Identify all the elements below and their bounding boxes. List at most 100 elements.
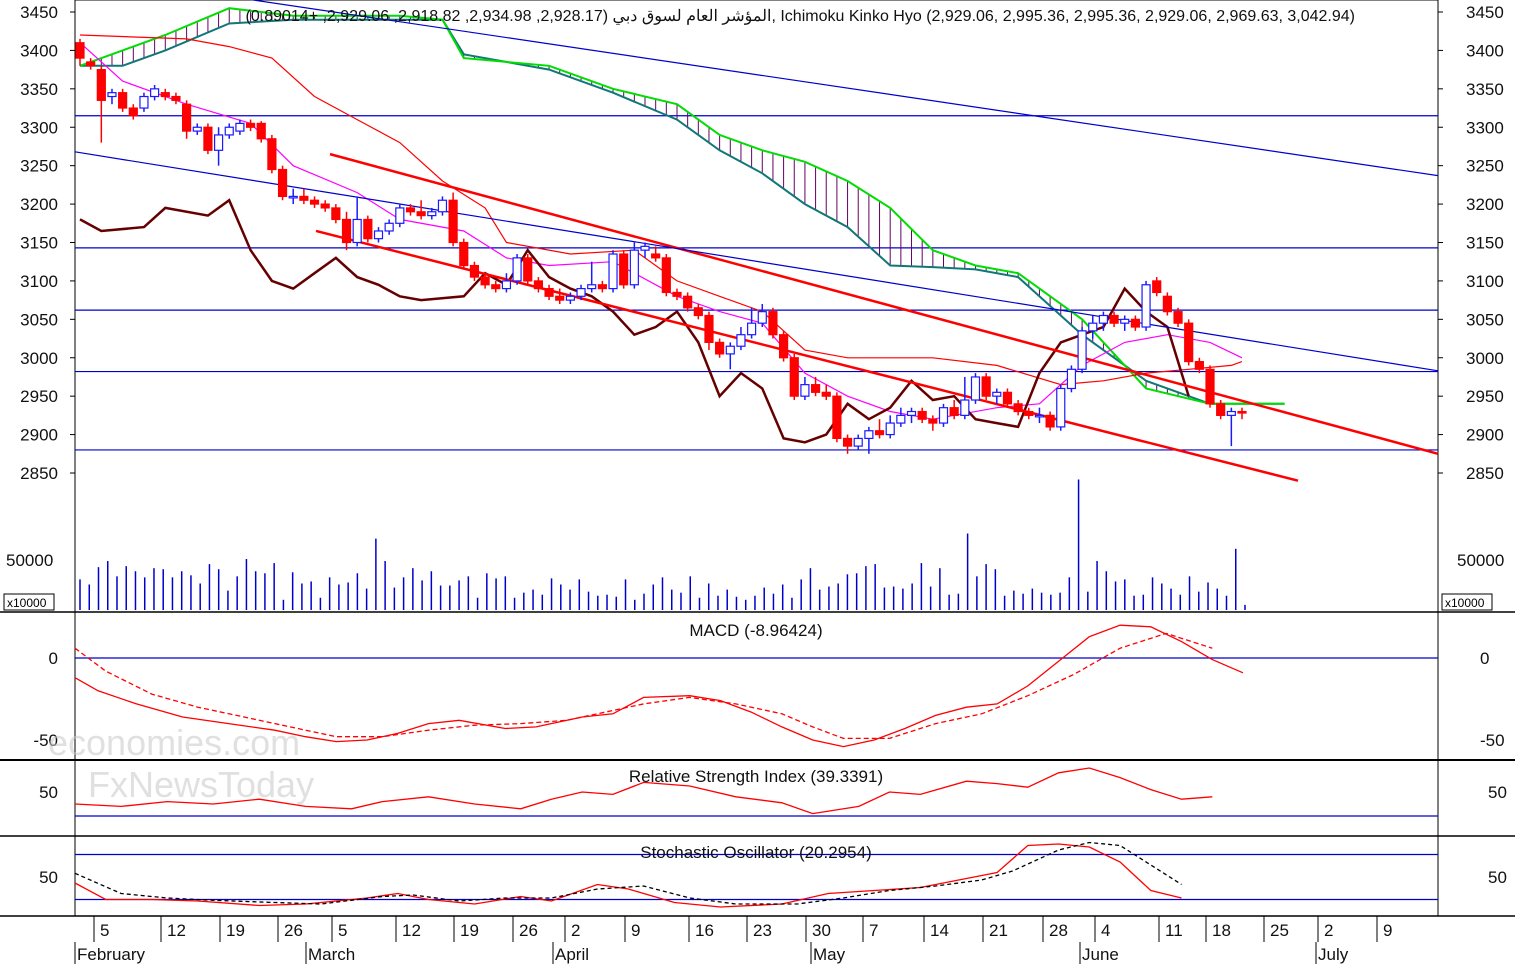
x-day-label-9: 9	[631, 921, 640, 940]
candle-71	[832, 392, 842, 443]
candle-0	[75, 38, 85, 66]
candle-body-48	[587, 284, 597, 290]
price-tick-right-10: 2950	[1466, 387, 1504, 406]
price-tick-right-6: 3150	[1466, 234, 1504, 253]
candle-18	[267, 134, 277, 174]
candle-95	[1088, 315, 1098, 339]
candle-body-86	[992, 391, 1002, 397]
candle-7	[150, 84, 160, 101]
candle-body-18	[267, 138, 277, 171]
candle-82	[949, 400, 959, 420]
x-day-label-12: 30	[812, 921, 831, 940]
x-day-label-19: 18	[1212, 921, 1231, 940]
candle-35	[448, 192, 458, 247]
candle-body-70	[821, 391, 831, 397]
trend-channel-upper	[329, 152, 1439, 455]
price-tick-right-9: 3000	[1466, 349, 1504, 368]
candle-6	[139, 92, 149, 112]
trend-blue-lower	[74, 151, 1439, 372]
candle-62	[736, 327, 746, 351]
price-tick-left-1: 3400	[20, 41, 58, 60]
candle-body-10	[182, 103, 192, 132]
ichimoku-lines	[79, 7, 1285, 444]
candle-body-79	[917, 410, 927, 420]
x-day-label-1: 12	[167, 921, 186, 940]
candle-body-89	[1024, 410, 1034, 416]
candle-29	[384, 219, 394, 235]
candle-body-56	[672, 291, 682, 297]
candle-45	[555, 288, 565, 304]
candle-57	[683, 292, 693, 312]
candle-body-100	[1141, 284, 1151, 328]
price-tick-left-0: 3450	[20, 3, 58, 22]
candle-90	[1034, 407, 1045, 424]
x-month-label-1: March	[308, 945, 355, 964]
ichimoku-cloud	[90, 8, 1200, 402]
candle-91	[1045, 411, 1055, 431]
stoch-panel: 50 50	[39, 841, 1507, 908]
watermark-fxnewstoday: FxNewsToday	[88, 764, 314, 805]
candle-102	[1162, 292, 1172, 316]
candle-body-31	[405, 207, 416, 213]
candle-22	[309, 196, 320, 208]
candle-58	[693, 303, 703, 320]
candle-72	[842, 434, 853, 454]
x-day-label-17: 4	[1101, 921, 1110, 940]
candle-body-43	[533, 280, 544, 290]
candle-26	[352, 196, 362, 247]
price-tick-right-4: 3250	[1466, 157, 1504, 176]
macd-title: MACD (-8.96424)	[689, 621, 822, 640]
candle-12	[203, 123, 213, 155]
candle-50	[608, 250, 618, 293]
price-tick-left-7: 3100	[20, 272, 58, 291]
x-day-label-11: 23	[753, 921, 772, 940]
volume-tick-right: 50000	[1457, 551, 1504, 570]
candle-body-64	[757, 311, 767, 324]
candle-27	[363, 215, 373, 243]
senkou-a-line	[79, 7, 1285, 405]
candle-body-80	[928, 418, 938, 424]
candle-body-49	[597, 284, 607, 290]
candle-body-103	[1173, 311, 1183, 324]
price-tick-right-3: 3300	[1466, 118, 1504, 137]
candle-13	[213, 127, 224, 166]
candle-body-101	[1152, 280, 1162, 294]
candle-105	[1194, 357, 1204, 374]
price-tick-right-0: 3450	[1466, 3, 1504, 22]
candle-body-17	[256, 122, 266, 140]
price-tick-right-2: 3350	[1466, 80, 1504, 99]
price-tick-left-8: 3050	[20, 310, 58, 329]
candle-body-20	[288, 195, 298, 199]
x-day-label-6: 19	[460, 921, 479, 940]
candle-101	[1152, 277, 1162, 297]
trend-blue-upper	[249, 0, 1439, 177]
candle-body-92	[1056, 387, 1066, 428]
candle-body-27	[363, 218, 373, 240]
kijun-line	[79, 34, 1243, 386]
candle-108	[1226, 407, 1236, 447]
candle-body-50	[608, 253, 618, 290]
candle-body-96	[1098, 314, 1109, 324]
candle-67	[789, 353, 799, 401]
candle-61	[725, 342, 735, 370]
candle-body-63	[747, 322, 757, 336]
candle-body-52	[629, 249, 639, 286]
candle-body-84	[970, 376, 981, 401]
trend-channel-lower	[315, 229, 1299, 482]
x-day-label-16: 28	[1049, 921, 1068, 940]
candle-body-3	[107, 92, 117, 98]
candle-body-5	[128, 107, 138, 117]
price-tick-left-9: 3000	[20, 349, 58, 368]
candle-body-47	[576, 288, 586, 297]
candle-body-106	[1205, 368, 1215, 405]
candle-77	[896, 407, 906, 427]
candle-body-32	[416, 211, 426, 217]
candle-96	[1098, 311, 1109, 331]
macd-tick-right-1: -50	[1480, 731, 1505, 750]
candle-66	[778, 330, 789, 362]
rsi-tick-right-0: 50	[1488, 783, 1507, 802]
candle-60	[715, 338, 725, 358]
candle-59	[704, 311, 714, 351]
candle-75	[874, 419, 885, 439]
candle-body-81	[938, 407, 949, 424]
